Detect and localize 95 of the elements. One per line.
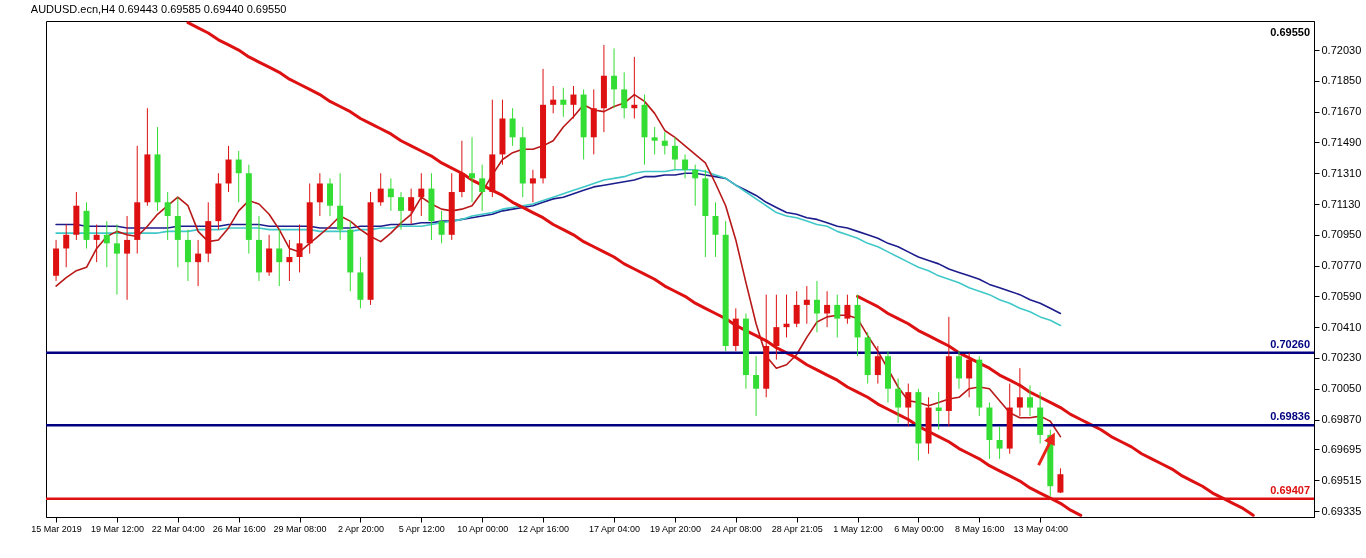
candlestick bbox=[326, 177, 333, 217]
candlestick bbox=[266, 234, 273, 277]
candlestick bbox=[560, 87, 567, 118]
candlestick bbox=[398, 191, 405, 231]
candlestick bbox=[813, 280, 820, 333]
candlestick bbox=[235, 150, 242, 203]
x-tick-label: 6 May 00:00 bbox=[894, 523, 944, 534]
candlestick bbox=[793, 290, 800, 328]
y-tick-label: 0.71130 bbox=[1321, 197, 1361, 210]
candlestick bbox=[509, 107, 516, 147]
candlestick bbox=[753, 355, 760, 417]
y-tick-label: 0.71310 bbox=[1321, 166, 1362, 179]
candlestick bbox=[1057, 467, 1064, 494]
x-tick-label: 28 Apr 21:05 bbox=[771, 523, 823, 534]
candlestick bbox=[93, 224, 100, 263]
candlestick bbox=[955, 350, 962, 390]
candlestick bbox=[803, 285, 810, 325]
candlestick bbox=[408, 188, 415, 226]
ref-line-label: 0.69407 bbox=[1270, 483, 1310, 496]
x-tick-label: 22 Mar 04:00 bbox=[151, 523, 205, 534]
candlestick bbox=[164, 191, 171, 241]
x-tick-label: 24 Apr 08:00 bbox=[710, 523, 762, 534]
y-tick-label: 0.69695 bbox=[1321, 442, 1362, 455]
candlestick bbox=[682, 153, 689, 179]
candlestick bbox=[874, 345, 881, 385]
candlestick bbox=[418, 172, 425, 217]
y-tick-label: 0.71490 bbox=[1321, 135, 1362, 148]
candlestick bbox=[184, 229, 191, 282]
candlestick bbox=[529, 169, 536, 203]
x-tick-label: 15 Mar 2019 bbox=[31, 523, 82, 534]
x-tick-label: 17 Apr 04:00 bbox=[589, 523, 641, 534]
candlestick bbox=[824, 290, 831, 328]
y-tick-label: 0.71850 bbox=[1321, 74, 1362, 87]
candlestick bbox=[905, 383, 912, 427]
y-tick-label: 0.70590 bbox=[1321, 289, 1362, 302]
y-tick-label: 0.70770 bbox=[1321, 259, 1362, 272]
candlestick bbox=[834, 294, 841, 338]
candlestick bbox=[671, 136, 678, 171]
candlestick bbox=[316, 172, 323, 217]
candlestick bbox=[296, 224, 303, 273]
candlestick bbox=[1016, 367, 1023, 417]
candlestick bbox=[124, 215, 131, 301]
x-tick-label: 8 May 16:00 bbox=[955, 523, 1005, 534]
x-tick-label: 26 Mar 16:00 bbox=[212, 523, 266, 534]
y-tick-label: 0.70230 bbox=[1321, 351, 1362, 364]
y-tick-label: 0.70410 bbox=[1321, 320, 1362, 333]
x-tick-label: 1 May 12:00 bbox=[833, 523, 883, 534]
x-tick-label: 19 Mar 12:00 bbox=[90, 523, 144, 534]
x-tick-label: 2 Apr 20:00 bbox=[337, 523, 384, 534]
x-tick-label: 12 Apr 16:00 bbox=[518, 523, 570, 534]
candlestick bbox=[479, 164, 486, 212]
candlestick bbox=[174, 196, 181, 268]
x-tick-label: 19 Apr 20:00 bbox=[649, 523, 701, 534]
candlestick bbox=[337, 172, 344, 241]
x-tick-label: 13 May 04:00 bbox=[1013, 523, 1068, 534]
candlestick bbox=[113, 224, 120, 296]
annotation: 0.69550 bbox=[1270, 26, 1310, 38]
candlestick bbox=[570, 85, 577, 119]
candlestick bbox=[195, 239, 202, 287]
candlestick bbox=[692, 164, 699, 207]
candlestick bbox=[387, 177, 394, 212]
candlestick bbox=[651, 126, 658, 155]
candlestick bbox=[621, 71, 628, 119]
x-tick-label: 29 Mar 08:00 bbox=[273, 523, 327, 534]
ref-line-label: 0.69836 bbox=[1270, 410, 1310, 423]
candlestick bbox=[276, 229, 283, 287]
y-tick-label: 0.70950 bbox=[1321, 228, 1362, 241]
candlestick bbox=[469, 136, 476, 203]
x-tick-label: 5 Apr 12:00 bbox=[398, 523, 445, 534]
y-tick-label: 0.69870 bbox=[1321, 413, 1362, 426]
candlestick bbox=[966, 352, 973, 398]
chart-title: AUDUSD.ecn,H4 0.69443 0.69585 0.69440 0.69550 bbox=[30, 3, 287, 15]
y-tick-label: 0.70050 bbox=[1321, 382, 1362, 395]
y-tick-label: 0.69335 bbox=[1321, 504, 1362, 517]
candlestick bbox=[1027, 384, 1034, 417]
candlestick bbox=[661, 131, 668, 155]
candlestick bbox=[773, 294, 780, 361]
candlestick bbox=[225, 145, 232, 193]
candlestick bbox=[996, 425, 1003, 460]
candlestick bbox=[611, 47, 618, 109]
candlestick bbox=[550, 85, 557, 114]
candlestick bbox=[103, 220, 110, 268]
candlestick bbox=[377, 172, 384, 207]
y-tick-label: 0.72030 bbox=[1321, 43, 1362, 56]
candlestick bbox=[895, 377, 902, 424]
candlestick bbox=[458, 140, 465, 198]
ref-line-label: 0.70260 bbox=[1270, 337, 1310, 350]
y-tick-label: 0.71670 bbox=[1321, 105, 1362, 118]
candlestick bbox=[712, 201, 719, 258]
x-tick-label: 10 Apr 00:00 bbox=[457, 523, 509, 534]
y-tick-label: 0.69515 bbox=[1321, 473, 1362, 486]
candlestick bbox=[286, 239, 293, 282]
candlestick bbox=[63, 224, 70, 268]
candlestick bbox=[844, 294, 851, 325]
candlestick bbox=[438, 210, 445, 244]
